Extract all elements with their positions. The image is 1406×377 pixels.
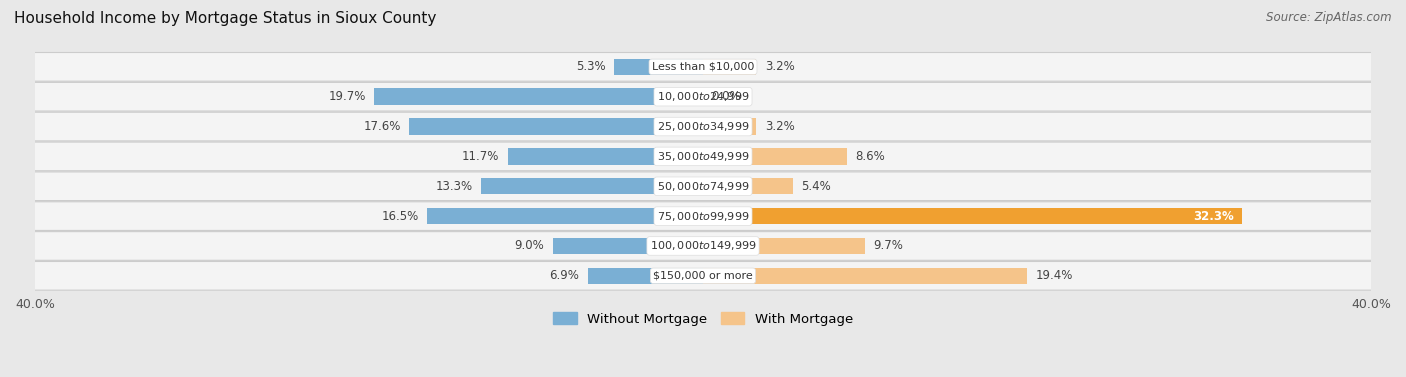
Bar xyxy=(614,59,703,75)
Text: 5.4%: 5.4% xyxy=(801,180,831,193)
FancyBboxPatch shape xyxy=(18,172,1388,201)
Text: 8.6%: 8.6% xyxy=(855,150,884,163)
Text: $150,000 or more: $150,000 or more xyxy=(654,271,752,281)
Legend: Without Mortgage, With Mortgage: Without Mortgage, With Mortgage xyxy=(547,307,859,331)
Text: Source: ZipAtlas.com: Source: ZipAtlas.com xyxy=(1267,11,1392,24)
Text: Less than $10,000: Less than $10,000 xyxy=(652,62,754,72)
Bar xyxy=(703,268,1026,284)
FancyBboxPatch shape xyxy=(18,52,1388,81)
FancyBboxPatch shape xyxy=(18,142,1388,171)
Text: 13.3%: 13.3% xyxy=(436,180,472,193)
Text: 6.9%: 6.9% xyxy=(550,269,579,282)
FancyBboxPatch shape xyxy=(18,202,1388,230)
Text: 19.7%: 19.7% xyxy=(328,90,366,103)
Bar xyxy=(703,118,756,135)
FancyBboxPatch shape xyxy=(18,82,1388,111)
Bar xyxy=(427,208,703,224)
Bar xyxy=(703,148,846,165)
Text: 17.6%: 17.6% xyxy=(363,120,401,133)
Bar xyxy=(481,178,703,195)
Bar xyxy=(374,89,703,105)
Text: 16.5%: 16.5% xyxy=(382,210,419,222)
Text: Household Income by Mortgage Status in Sioux County: Household Income by Mortgage Status in S… xyxy=(14,11,436,26)
FancyBboxPatch shape xyxy=(18,231,1388,260)
Bar xyxy=(703,59,756,75)
Text: 0.0%: 0.0% xyxy=(711,90,741,103)
Text: $35,000 to $49,999: $35,000 to $49,999 xyxy=(657,150,749,163)
Text: 19.4%: 19.4% xyxy=(1035,269,1073,282)
Bar xyxy=(409,118,703,135)
FancyBboxPatch shape xyxy=(18,262,1388,290)
Text: 11.7%: 11.7% xyxy=(461,150,499,163)
Text: 5.3%: 5.3% xyxy=(576,60,606,74)
Text: $50,000 to $74,999: $50,000 to $74,999 xyxy=(657,180,749,193)
Text: $100,000 to $149,999: $100,000 to $149,999 xyxy=(650,239,756,253)
Text: 32.3%: 32.3% xyxy=(1194,210,1234,222)
Bar xyxy=(703,178,793,195)
Text: 3.2%: 3.2% xyxy=(765,60,794,74)
Text: $25,000 to $34,999: $25,000 to $34,999 xyxy=(657,120,749,133)
Text: $75,000 to $99,999: $75,000 to $99,999 xyxy=(657,210,749,222)
Text: 9.7%: 9.7% xyxy=(873,239,903,253)
Bar xyxy=(553,238,703,254)
Bar xyxy=(588,268,703,284)
Bar xyxy=(703,238,865,254)
FancyBboxPatch shape xyxy=(18,112,1388,141)
Bar xyxy=(703,208,1243,224)
Text: $10,000 to $24,999: $10,000 to $24,999 xyxy=(657,90,749,103)
Text: 9.0%: 9.0% xyxy=(515,239,544,253)
Text: 3.2%: 3.2% xyxy=(765,120,794,133)
Bar xyxy=(508,148,703,165)
